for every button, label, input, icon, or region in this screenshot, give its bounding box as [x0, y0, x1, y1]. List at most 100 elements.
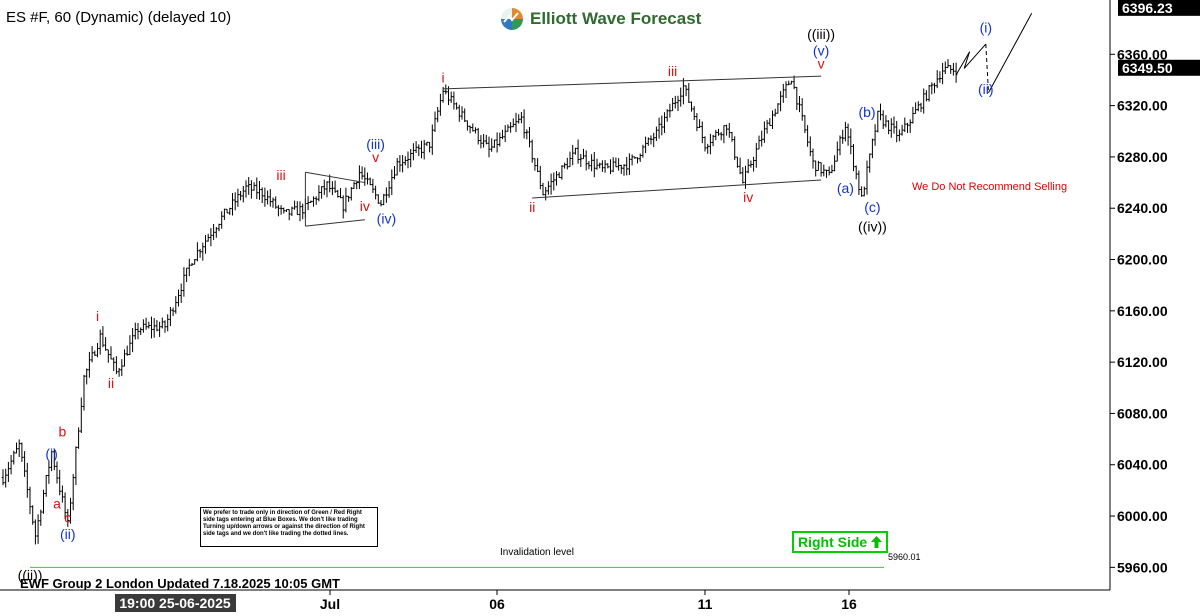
- price-bar: [298, 201, 302, 222]
- price-bar: [325, 181, 329, 198]
- price-bar: [317, 185, 321, 202]
- price-bar: [163, 320, 167, 333]
- price-bar: [525, 129, 529, 140]
- price-bar: [306, 196, 310, 211]
- price-bar: [765, 119, 769, 134]
- price-bar: [428, 141, 431, 153]
- price-bar: [215, 226, 218, 238]
- price-bar: [347, 195, 350, 202]
- price-bar: [444, 84, 448, 95]
- price-bar: [630, 154, 634, 166]
- price-bar: [733, 136, 736, 161]
- wave-label: v: [818, 55, 825, 71]
- price-bar: [131, 328, 134, 353]
- disclaimer-box: We prefer to trade only in direction of …: [200, 507, 378, 547]
- wave-label: v: [372, 149, 379, 165]
- price-bar: [485, 134, 488, 145]
- price-bar: [498, 132, 502, 147]
- price-bar: [152, 318, 156, 338]
- projection-segment: [963, 51, 971, 69]
- price-bar: [420, 140, 423, 159]
- price-bar: [917, 101, 920, 112]
- price-bar: [914, 102, 917, 114]
- y-tick-label: 6000.00: [1117, 508, 1168, 524]
- right-side-label: Right Side: [798, 534, 868, 550]
- price-bar: [474, 127, 477, 134]
- cursor-date-box: [115, 594, 236, 612]
- price-bar: [66, 509, 70, 527]
- price-bar: [115, 356, 118, 375]
- price-bar: [633, 156, 637, 159]
- price-bar: [836, 141, 839, 162]
- wave-label: ((ii)): [18, 567, 43, 583]
- price-bar: [1, 469, 5, 486]
- price-bar: [460, 106, 464, 120]
- price-bar: [722, 125, 726, 144]
- price-bar: [900, 124, 904, 136]
- price-bar: [617, 158, 620, 171]
- price-bar: [582, 148, 585, 160]
- price-bar: [792, 75, 796, 90]
- price-bar: [190, 263, 194, 266]
- wave-label: iii: [276, 167, 285, 183]
- price-bar: [331, 181, 334, 196]
- price-bar: [123, 349, 126, 367]
- wave-label: (iv): [377, 211, 396, 227]
- price-bar: [757, 135, 761, 150]
- price-bar: [687, 83, 691, 104]
- price-bar: [9, 454, 13, 475]
- price-bar: [290, 206, 294, 216]
- price-bar: [125, 345, 129, 356]
- price-bar: [158, 321, 161, 337]
- price-bar: [206, 233, 210, 242]
- y-tick-label: 6160.00: [1117, 303, 1168, 319]
- price-bar: [711, 134, 715, 147]
- price-bar: [560, 165, 564, 180]
- price-bar: [857, 170, 861, 195]
- price-bar: [674, 95, 677, 109]
- price-bar: [514, 112, 518, 133]
- wave-label: c: [64, 509, 71, 525]
- price-bar: [784, 81, 788, 99]
- price-bar: [706, 143, 709, 154]
- price-bar: [7, 461, 10, 482]
- price-bar: [223, 208, 226, 220]
- price-bar: [860, 186, 863, 197]
- price-bar: [301, 203, 304, 220]
- price-bar: [576, 139, 580, 164]
- price-bar: [822, 164, 826, 177]
- price-bar: [352, 181, 356, 189]
- price-bar: [838, 135, 842, 156]
- price-bar: [185, 267, 188, 283]
- price-bar: [466, 120, 469, 131]
- price-bar: [854, 165, 858, 180]
- price-bar: [282, 207, 286, 214]
- price-bar: [779, 91, 782, 112]
- price-bar: [741, 167, 745, 184]
- price-bar: [490, 138, 493, 152]
- price-bar: [344, 187, 348, 213]
- price-bar: [746, 159, 750, 174]
- price-bar: [703, 136, 707, 152]
- price-bar: [269, 189, 272, 207]
- y-tick-label: 6240.00: [1117, 200, 1168, 216]
- price-bar: [196, 242, 199, 262]
- price-bar: [493, 139, 496, 148]
- projection-segment: [955, 51, 971, 76]
- price-bar: [906, 122, 909, 133]
- price-bar: [863, 186, 866, 197]
- price-bar: [179, 283, 183, 303]
- price-bar: [225, 208, 229, 214]
- price-bar: [844, 121, 847, 142]
- price-bar: [312, 196, 315, 207]
- price-bar: [574, 147, 577, 155]
- price-bar: [433, 111, 437, 132]
- price-bar: [93, 350, 97, 356]
- price-bar: [320, 186, 323, 199]
- price-bar: [709, 133, 712, 155]
- wave-label: ii: [108, 375, 114, 391]
- price-bar: [665, 109, 669, 122]
- price-bar: [911, 106, 915, 124]
- price-bar: [431, 124, 434, 155]
- price-bar: [212, 223, 215, 240]
